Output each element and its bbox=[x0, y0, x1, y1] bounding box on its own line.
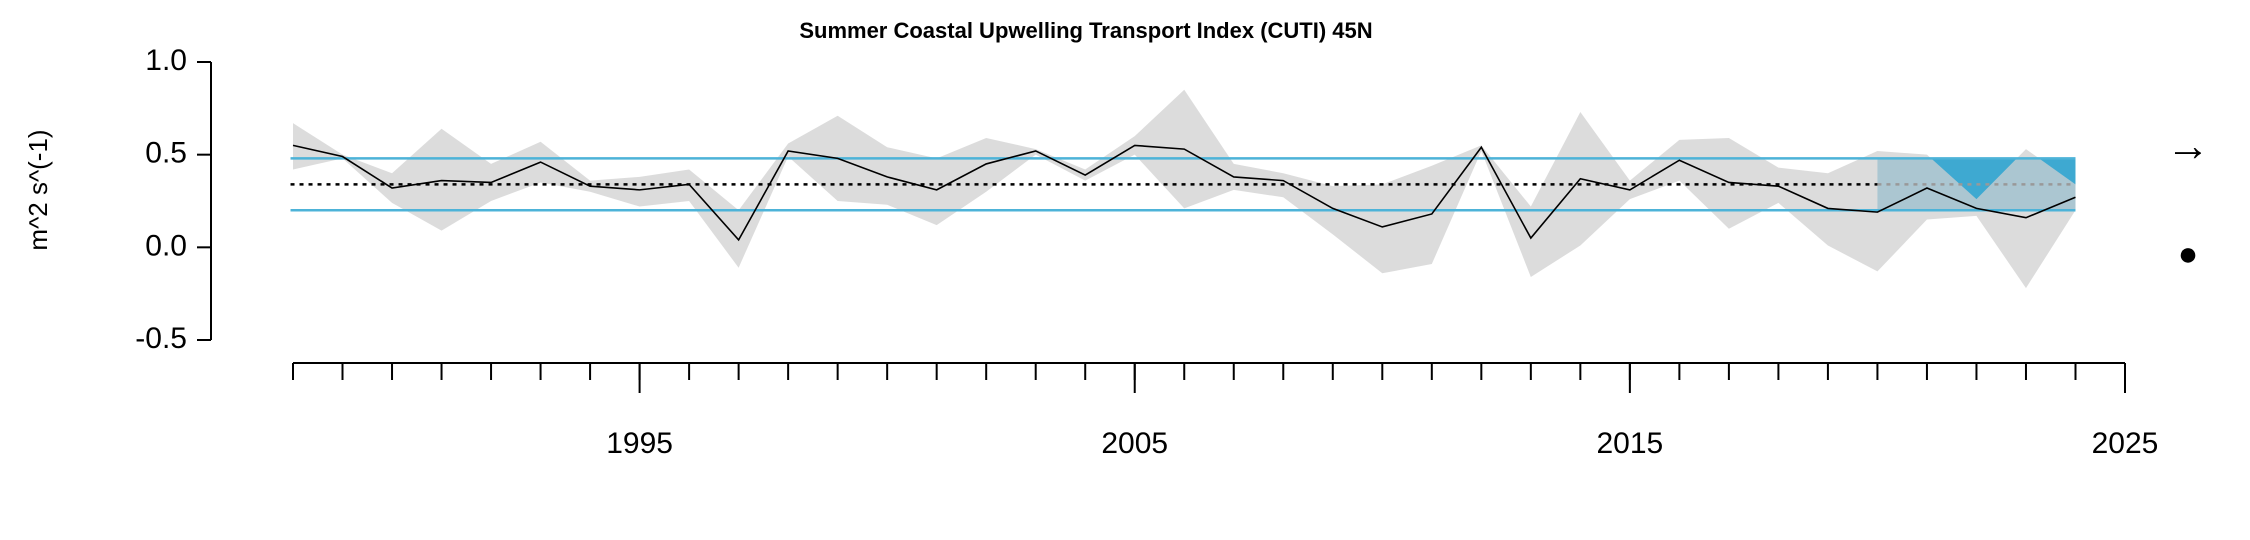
x-tick-label: 2025 bbox=[2092, 427, 2159, 460]
x-tick-label: 1995 bbox=[606, 427, 673, 460]
chart-title: Summer Coastal Upwelling Transport Index… bbox=[799, 18, 1372, 43]
trend-symbol: → bbox=[2166, 122, 2210, 171]
mean-symbol: ● bbox=[2178, 235, 2199, 273]
y-axis-label: m^2 s^(-1) bbox=[23, 129, 53, 250]
y-tick-label: 0.5 bbox=[145, 137, 187, 170]
y-tick-label: 1.0 bbox=[145, 44, 187, 77]
x-tick-label: 2005 bbox=[1101, 427, 1168, 460]
x-tick-label: 2015 bbox=[1596, 427, 1663, 460]
y-tick-label: -0.5 bbox=[135, 322, 187, 355]
y-tick-label: 0.0 bbox=[145, 229, 187, 262]
error-band bbox=[293, 89, 2076, 289]
data-line bbox=[292, 144, 2076, 242]
